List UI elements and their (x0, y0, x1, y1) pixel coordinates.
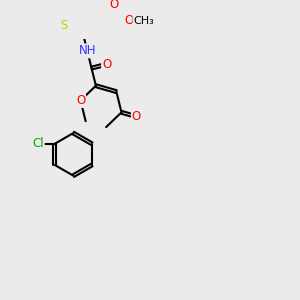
Text: NH: NH (79, 44, 96, 57)
Text: O: O (102, 58, 111, 71)
Text: O: O (110, 0, 119, 11)
Text: Cl: Cl (32, 137, 44, 150)
Text: O: O (125, 14, 134, 27)
Text: S: S (60, 20, 68, 32)
Text: CH₃: CH₃ (134, 16, 154, 26)
Text: O: O (132, 110, 141, 123)
Text: O: O (76, 94, 85, 107)
